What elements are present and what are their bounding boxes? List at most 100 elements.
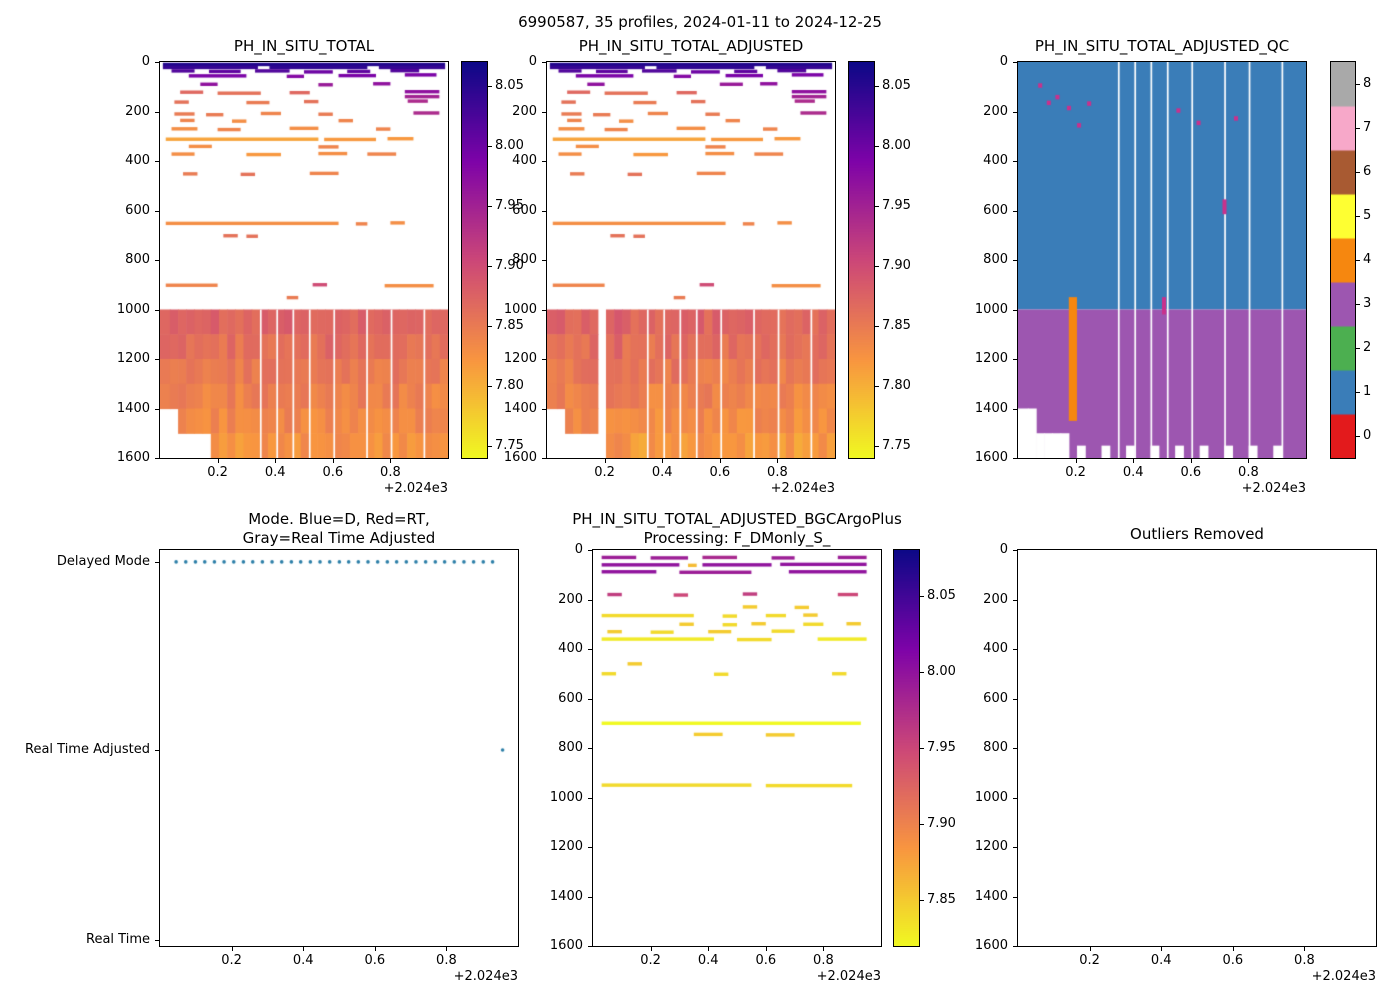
y-tick-label: 1200 — [974, 839, 1008, 854]
x-tick — [374, 947, 376, 951]
colorbar-tick — [1356, 348, 1360, 349]
y-tick-label: 400 — [983, 153, 1008, 168]
x-axis-offset-label: +2.024e3 — [770, 481, 835, 496]
panel-title-line-1: PH_IN_SITU_TOTAL_ADJUSTED_BGCArgoPlus — [572, 510, 902, 528]
x-tick — [390, 459, 392, 463]
y-tick — [542, 161, 546, 162]
x-tick-label: 0.4 — [1122, 465, 1144, 480]
y-tick-label: 1600 — [549, 938, 583, 953]
y-category-label: Delayed Mode — [56, 553, 150, 569]
colorbar-tick-label: 1 — [1363, 384, 1372, 399]
colorbar-tick-label: 7.85 — [927, 892, 956, 908]
y-tick-label: 800 — [558, 740, 583, 755]
y-tick-label: 600 — [512, 202, 537, 218]
y-tick — [155, 309, 159, 311]
y-tick-label: 1400 — [116, 400, 150, 416]
panel-ph-in-situ-total: PH_IN_SITU_TOTAL — [160, 37, 448, 458]
y-tick-label: 1200 — [503, 351, 537, 366]
x-tick — [1161, 947, 1163, 951]
panel-outliers-removed: Outliers Removed — [1018, 525, 1376, 946]
y-tick — [588, 599, 592, 601]
colorbar-tick — [920, 595, 924, 597]
colorbar-tick — [1356, 260, 1360, 261]
panel-title-line-2: Gray=Real Time Adjusted — [242, 529, 436, 547]
y-tick-label: 600 — [983, 690, 1008, 706]
y-tick-label: 1000 — [116, 301, 150, 317]
y-tick — [588, 550, 592, 551]
y-tick-label: 0 — [574, 542, 583, 557]
colorbar-tick — [488, 206, 492, 207]
x-tick — [765, 947, 767, 951]
y-tick-label: 1000 — [503, 301, 537, 317]
x-tick-label: 0.6 — [322, 465, 344, 480]
x-tick-label: 0.2 — [1079, 953, 1100, 968]
x-tick — [303, 947, 305, 951]
x-tick — [604, 459, 606, 463]
y-tick-label: 1600 — [503, 450, 537, 465]
y-tick-label: 200 — [512, 103, 537, 119]
colorbar-tick — [920, 824, 924, 826]
y-tick — [1013, 748, 1017, 749]
colorbar-tick — [488, 326, 492, 327]
colorbar-tick — [488, 146, 492, 147]
colorbar-tick-label: 8.00 — [882, 138, 911, 153]
y-tick — [155, 210, 159, 212]
colorbar-tick-label: 7.85 — [495, 318, 524, 333]
heatmap-ph-in-situ-total — [160, 62, 448, 458]
y-tick — [1013, 408, 1017, 410]
y-tick-label: 1600 — [974, 938, 1008, 953]
y-tick — [542, 458, 546, 459]
x-tick — [1232, 947, 1234, 951]
x-tick — [332, 459, 334, 463]
panel-ph-bgcargoplus: PH_IN_SITU_TOTAL_ADJUSTED_BGCArgoPlus Pr… — [572, 510, 902, 946]
y-tick-label: 1200 — [116, 351, 150, 366]
y-tick-label: 0 — [528, 54, 537, 69]
x-tick-label: 0.4 — [697, 953, 719, 968]
x-tick — [777, 459, 779, 463]
colorbar-tick-label: 7 — [1363, 120, 1372, 135]
x-tick — [217, 459, 219, 463]
colorbar-tick-label: 7.95 — [927, 740, 956, 755]
y-tick — [1013, 946, 1017, 947]
y-tick — [155, 161, 159, 162]
colorbar-tick — [875, 146, 879, 147]
x-tick — [1248, 459, 1250, 463]
y-tick-label: 600 — [983, 202, 1008, 218]
y-tick — [1013, 359, 1017, 360]
y-tick — [542, 359, 546, 360]
y-tick — [1013, 698, 1017, 700]
colorbar-tick — [488, 446, 492, 447]
x-tick — [1304, 947, 1306, 951]
colorbar-tick — [1356, 172, 1360, 173]
x-axis-offset-label: +2.024e3 — [1311, 969, 1376, 984]
y-tick-label: 800 — [125, 252, 150, 267]
x-tick-label: 0.6 — [755, 953, 777, 968]
colorbar-ph-in-situ-total-adjusted — [849, 62, 874, 458]
colorbar-tick — [1356, 128, 1360, 129]
x-tick-label: 0.4 — [651, 465, 673, 480]
y-tick-label: 1200 — [549, 839, 583, 854]
x-tick — [1190, 459, 1192, 463]
y-tick-label: 1400 — [503, 400, 537, 416]
x-tick-label: 0.6 — [1222, 953, 1244, 968]
panel-ph-in-situ-total-adjusted: PH_IN_SITU_TOTAL_ADJUSTED — [547, 37, 835, 458]
panel-title-line-1: Mode. Blue=D, Red=RT, — [248, 510, 430, 528]
y-tick — [1013, 458, 1017, 459]
y-tick-label: 0 — [999, 542, 1008, 557]
colorbar-tick-label: 7.80 — [495, 378, 524, 393]
y-tick-label: 1000 — [549, 789, 583, 805]
y-tick — [1013, 847, 1017, 848]
colorbar-tick-label: 8.00 — [495, 138, 524, 153]
colorbar-tick-label: 7.75 — [882, 438, 911, 453]
y-tick-label: 1200 — [974, 351, 1008, 366]
x-tick — [446, 947, 448, 951]
x-tick — [1075, 459, 1077, 463]
colorbar-tick — [488, 386, 492, 387]
colorbar-tick — [875, 86, 879, 87]
y-tick — [1013, 896, 1017, 898]
y-tick — [1013, 649, 1017, 650]
x-tick-label: 0.6 — [709, 465, 731, 480]
y-tick — [155, 749, 159, 751]
colorbar-tick-label: 7.90 — [882, 258, 911, 273]
x-tick-label: 0.4 — [292, 953, 314, 968]
